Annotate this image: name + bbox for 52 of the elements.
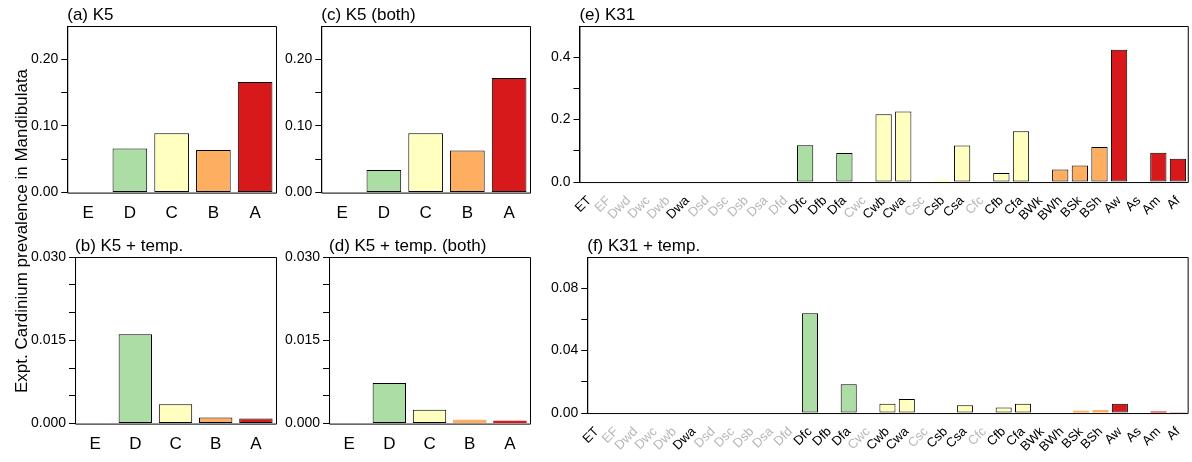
y-tick-label: 0.00 [31,183,59,200]
bar [1092,409,1109,413]
chart-title: (b) K5 + temp. [75,236,184,256]
x-tick-label: Af [1163,423,1183,443]
chart-title: (a) K5 [67,5,114,25]
y-tick-label: 0.000 [30,414,67,431]
x-tick-label: C [165,203,178,223]
y-tick-label: 0.030 [284,247,321,264]
x-tick-label: C [419,203,432,223]
y-tick-label: 0.030 [30,247,67,264]
chart-title: (e) K31 [579,5,636,25]
y-tick-label: 0.2 [550,110,571,127]
y-tick-label: 0.0 [550,172,571,189]
x-tick-label: B [210,434,222,454]
x-tick-label: A [503,203,516,223]
y-tick-label: 0.015 [30,331,67,348]
y-tick-label: 0.10 [285,116,313,133]
y-tick-label: 0.00 [551,403,579,420]
y-tick-label: 0.04 [551,341,579,358]
x-tick-label: B [461,203,474,223]
x-tick-label: B [464,434,476,454]
y-tick-label: 0.4 [550,48,571,65]
x-tick-label: D [383,434,396,454]
y-tick-label: 0.20 [31,50,59,67]
x-tick-label: D [123,203,137,223]
y-tick-label: 0.000 [284,414,321,431]
x-tick-label: Af [1163,192,1183,212]
y-tick-label: 0.10 [31,116,59,133]
x-tick-label: E [343,434,355,454]
bar [934,179,951,182]
y-tick-label: 0.08 [551,279,579,296]
chart-title: (f) K31 + temp. [587,236,701,256]
chart-title: (d) K5 + temp. (both) [329,236,487,256]
x-tick-label: As [1122,192,1144,214]
y-tick-label: 0.20 [285,50,313,67]
x-tick-label: E [82,203,94,223]
x-tick-label: D [377,203,391,223]
y-tick-label: 0.00 [285,183,313,200]
x-tick-label: A [504,434,517,454]
x-tick-label: B [207,203,220,223]
x-tick-label: E [336,203,348,223]
x-tick-label: ET [579,423,602,446]
x-tick-label: A [249,203,262,223]
y-axis-title: Expt. Cardinium prevalence in Mandibulata [12,68,32,394]
y-tick-label: 0.015 [284,331,321,348]
x-tick-label: C [169,434,182,454]
x-tick-label: D [129,434,142,454]
x-tick-label: A [250,434,263,454]
x-tick-label: ET [571,192,594,215]
x-tick-label: E [89,434,101,454]
chart-title: (c) K5 (both) [321,5,416,25]
x-tick-label: C [423,434,436,454]
